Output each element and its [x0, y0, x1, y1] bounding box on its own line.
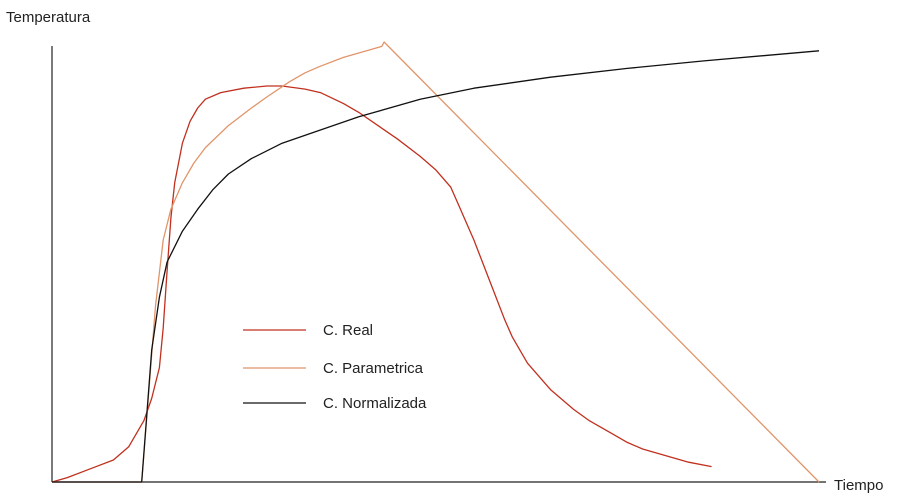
legend-label-c-real: C. Real	[323, 322, 373, 339]
y-axis-label: Temperatura	[6, 9, 91, 26]
legend-label-c-normalizada: C. Normalizada	[323, 395, 427, 412]
series-line-c-normalizada	[52, 50, 820, 483]
x-axis-label: Tiempo	[834, 477, 883, 494]
series-line-c-real	[51, 85, 712, 483]
legend: C. Real C. Parametrica C. Normalizada	[243, 322, 427, 412]
series-lines	[51, 41, 820, 483]
series-line-c-parametrica	[52, 41, 820, 483]
axes	[51, 46, 826, 483]
legend-label-c-parametrica: C. Parametrica	[323, 360, 424, 377]
